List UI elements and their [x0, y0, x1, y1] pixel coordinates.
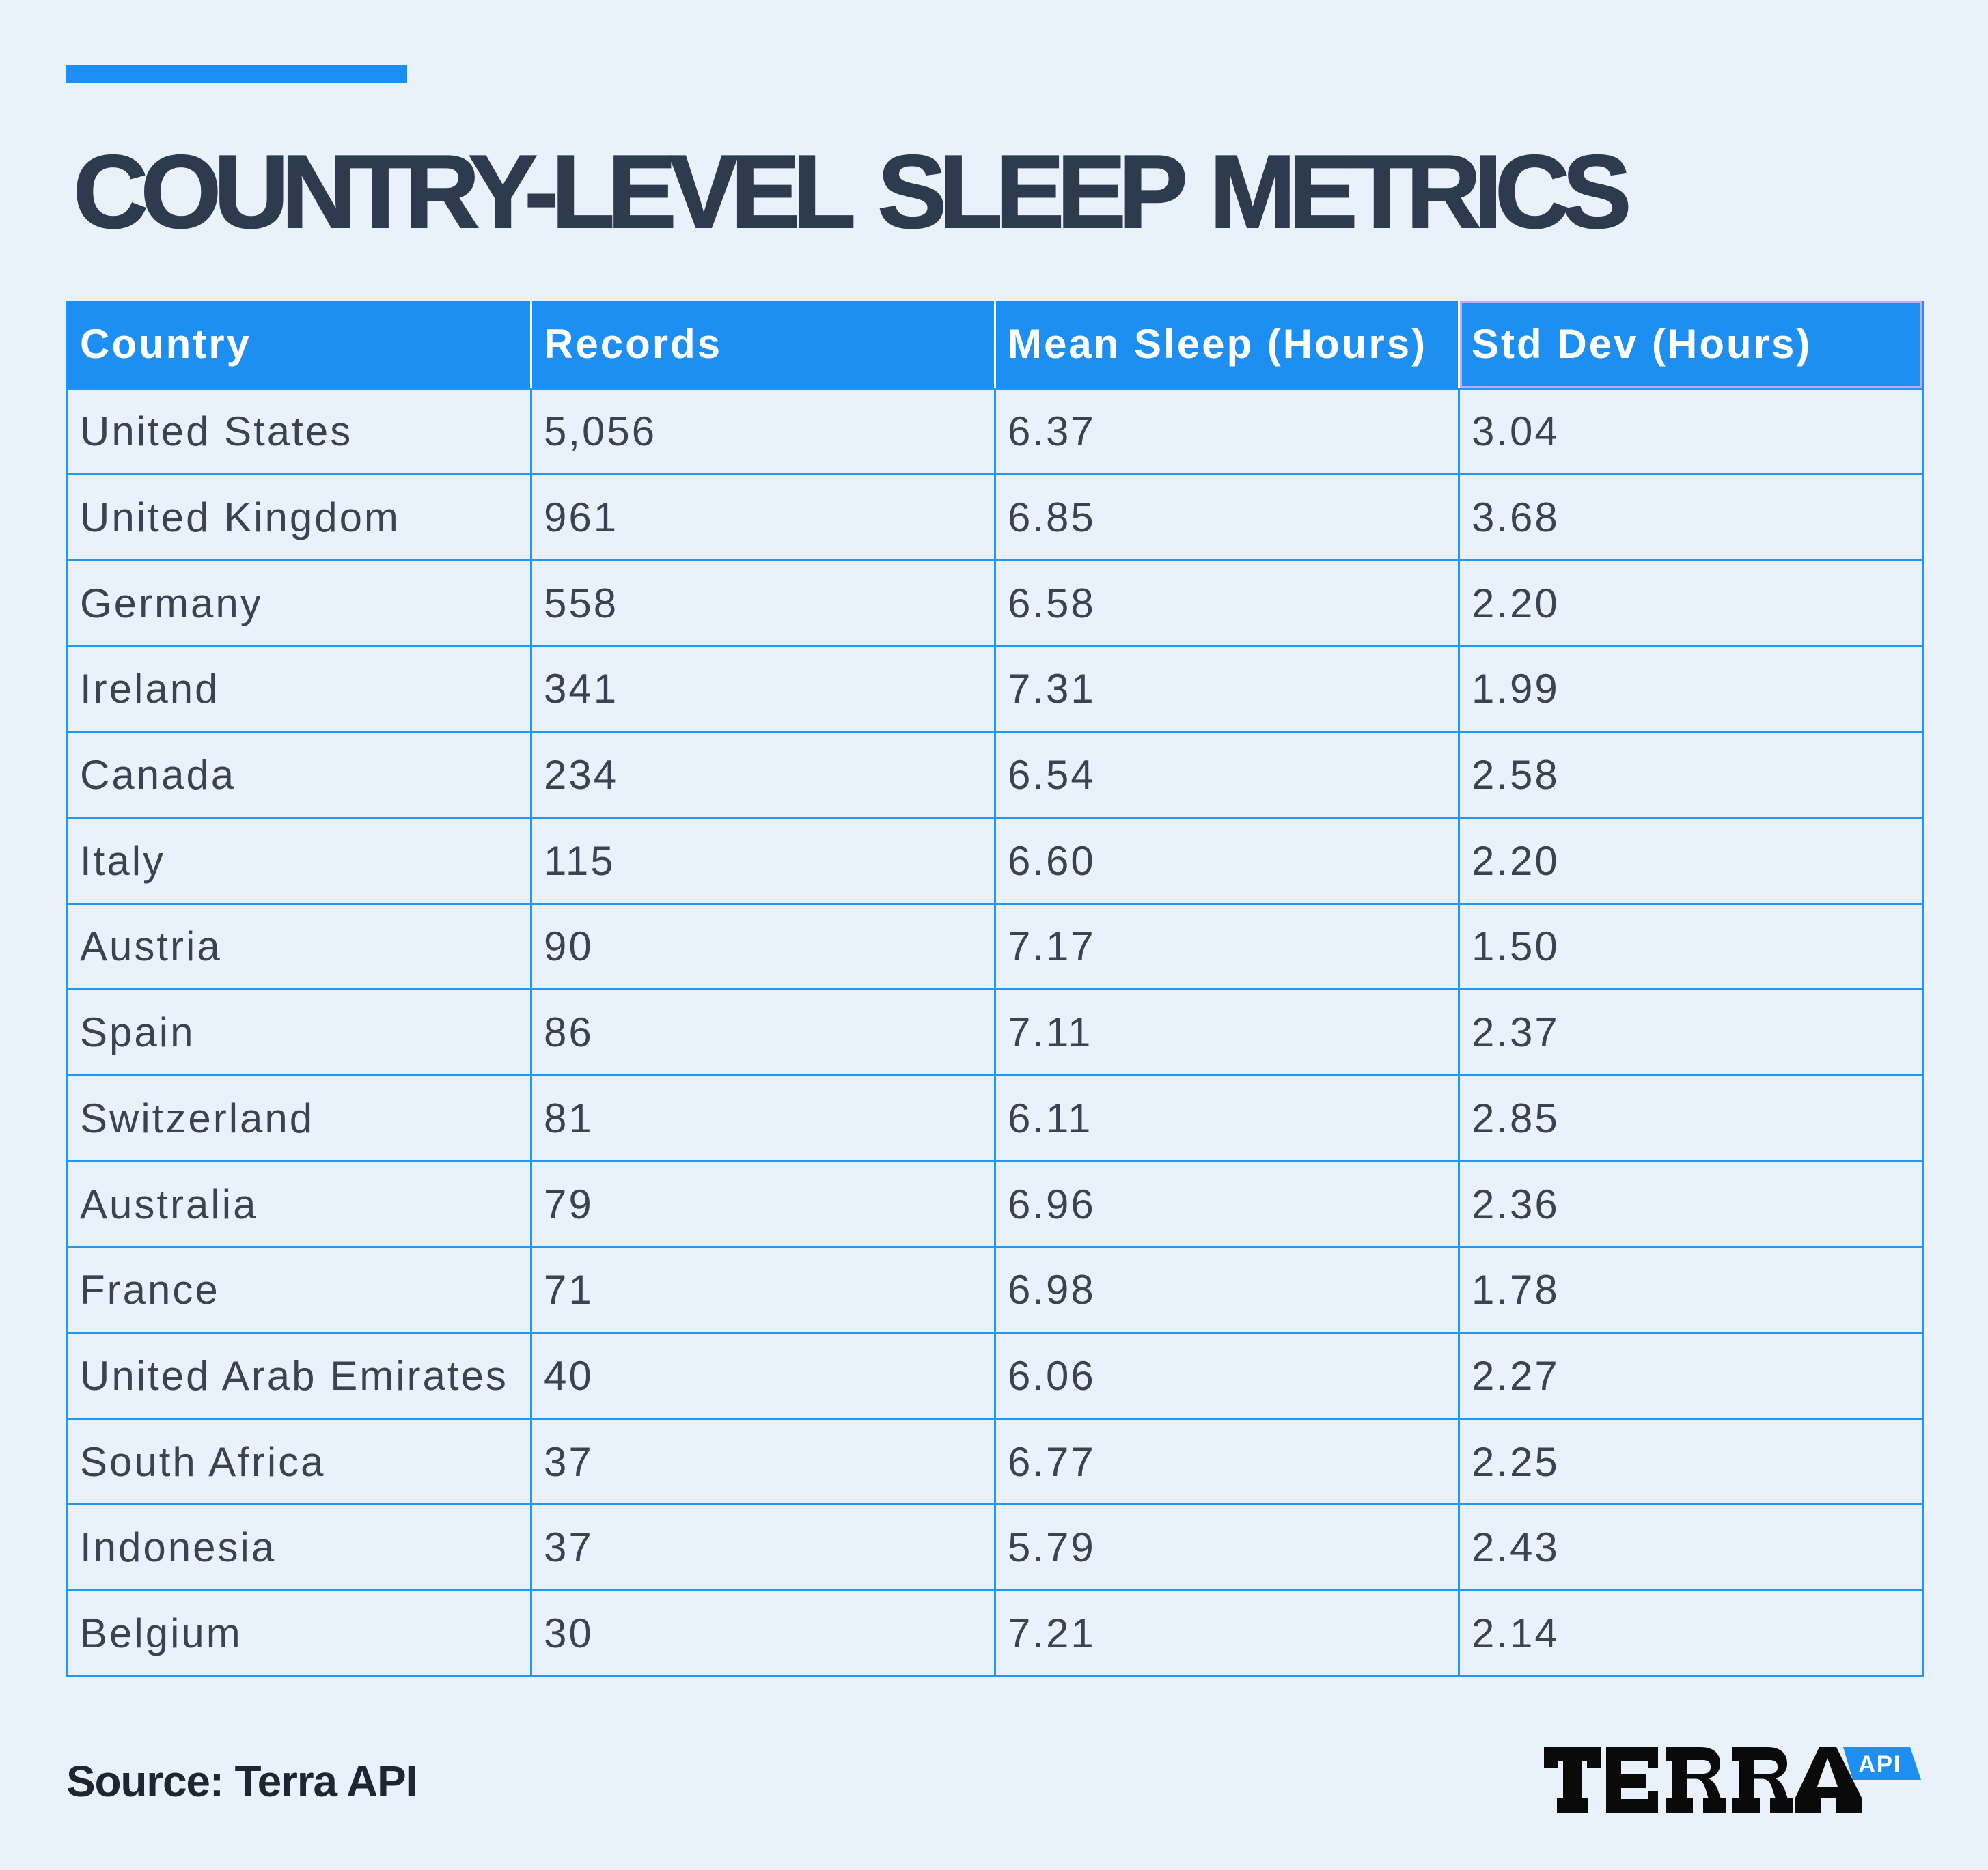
svg-text:API: API [1858, 1751, 1901, 1778]
